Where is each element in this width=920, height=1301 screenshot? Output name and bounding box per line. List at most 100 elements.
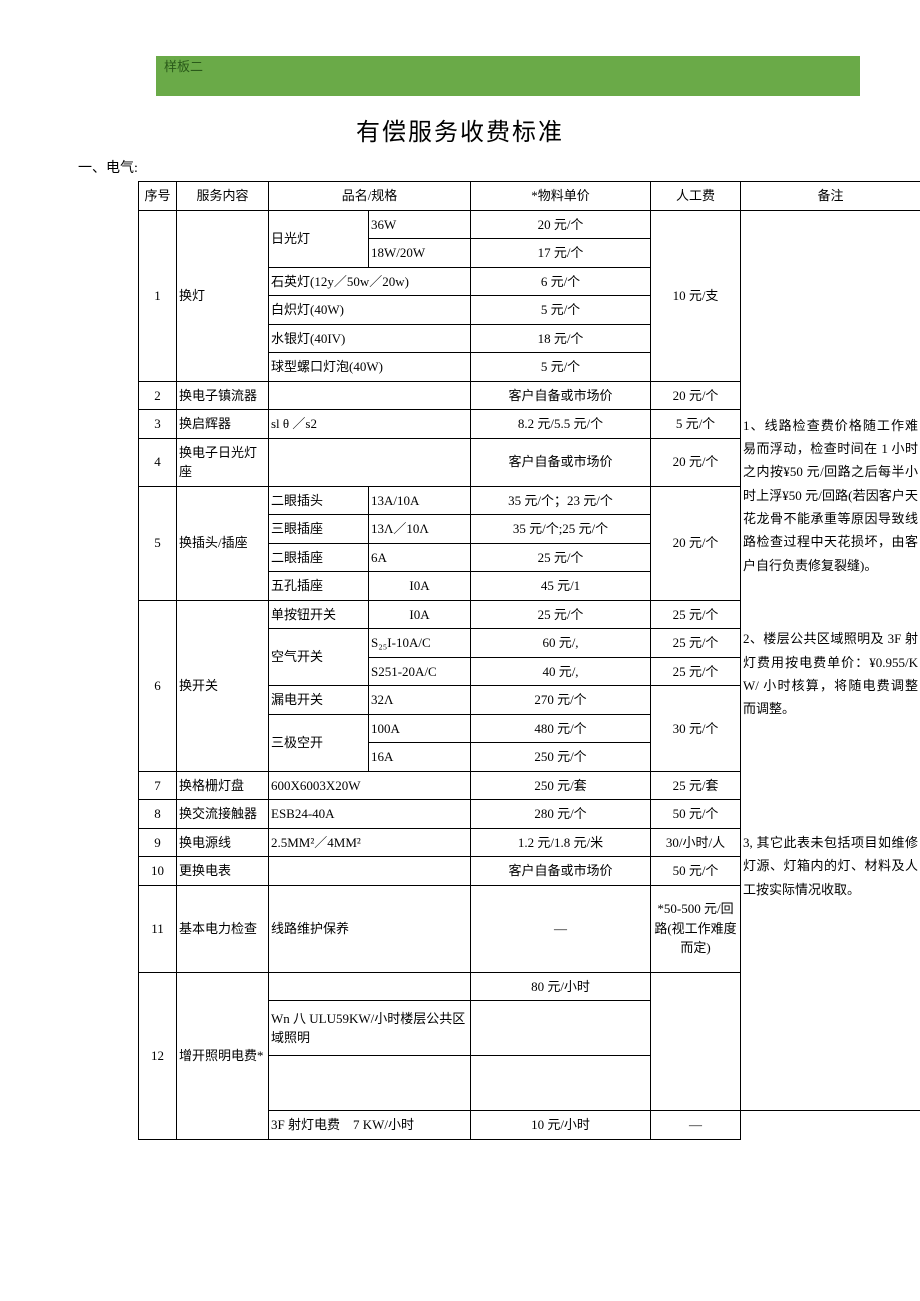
- section-heading: 一、电气:: [78, 157, 860, 177]
- cell-price: [471, 1001, 651, 1056]
- cell-svc: 基本电力检查: [177, 885, 269, 972]
- cell-name: 石英灯(12y／50w／20w): [269, 267, 471, 296]
- cell-idx: 3: [139, 410, 177, 439]
- cell-price: 5 元/个: [471, 296, 651, 325]
- cell-svc: 换电源线: [177, 828, 269, 857]
- cell-price: 45 元/1: [471, 572, 651, 601]
- template-banner: 样板二: [156, 56, 860, 96]
- col-note: 备注: [741, 182, 920, 211]
- cell-price: 280 元/个: [471, 800, 651, 829]
- cell-price: 60 元/,: [471, 629, 651, 658]
- cell-svc: 更换电表: [177, 857, 269, 886]
- cell-name: 水银灯(40IV): [269, 324, 471, 353]
- cell-name: 二眼插头: [269, 486, 369, 515]
- cell-name: 白炽灯(40W): [269, 296, 471, 325]
- cell-name: 二眼插座: [269, 543, 369, 572]
- col-service: 服务内容: [177, 182, 269, 211]
- cell-name: ESB24-40A: [269, 800, 471, 829]
- col-index: 序号: [139, 182, 177, 211]
- cell-idx: 7: [139, 771, 177, 800]
- cell-labor: 25 元/个: [651, 629, 741, 658]
- cell-name: 单按钮开关: [269, 600, 369, 629]
- cell-name: [269, 1056, 471, 1111]
- cell-idx: 5: [139, 486, 177, 600]
- cell-price: 270 元/个: [471, 686, 651, 715]
- cell-price: 25 元/个: [471, 543, 651, 572]
- cell-name: 球型螺口灯泡(40W): [269, 353, 471, 382]
- cell-labor: 30 元/个: [651, 686, 741, 772]
- cell-price: 80 元/小时: [471, 972, 651, 1001]
- cell-idx: 12: [139, 972, 177, 1139]
- cell-price: 250 元/个: [471, 743, 651, 772]
- cell-spec: 13Λ／10Λ: [369, 515, 471, 544]
- cell-name: 600X6003X20W: [269, 771, 471, 800]
- cell-svc: 换插头/插座: [177, 486, 269, 600]
- cell-name: [269, 438, 471, 486]
- cell-idx: 4: [139, 438, 177, 486]
- cell-labor: 50 元/个: [651, 857, 741, 886]
- cell-labor: *50-500 元/回路(视工作难度而定): [651, 885, 741, 972]
- note-3: 3, 其它此表未包括项目如维修灯源、灯箱内的灯、材料及人工按实际情况收取。: [743, 831, 918, 901]
- cell-svc: 增开照明电费*: [177, 972, 269, 1139]
- cell-spec: S₂₅I-10A/C: [369, 629, 471, 658]
- cell-name: Wn 八 ULU59KW/小时楼层公共区域照明: [269, 1001, 471, 1056]
- cell-price: [471, 1056, 651, 1111]
- cell-idx: 10: [139, 857, 177, 886]
- cell-spec: I0A: [369, 572, 471, 601]
- cell-price: 6 元/个: [471, 267, 651, 296]
- col-labor: 人工费: [651, 182, 741, 211]
- cell-price: 480 元/个: [471, 714, 651, 743]
- col-name: 品名/规格: [269, 182, 471, 211]
- cell-spec: 100A: [369, 714, 471, 743]
- cell-price: 25 元/个: [471, 600, 651, 629]
- cell-idx: 6: [139, 600, 177, 771]
- cell-name: [269, 972, 471, 1001]
- cell-svc: 换启辉器: [177, 410, 269, 439]
- cell-name: sl θ ／s2: [269, 410, 471, 439]
- cell-labor: 5 元/个: [651, 410, 741, 439]
- cell-name: 3F 射灯电费 7 KW/小时: [269, 1111, 471, 1140]
- cell-name: 线路维护保养: [269, 885, 471, 972]
- note-1: 1、线路检查费价格随工作难易而浮动，检查时间在 1 小时之内按¥50 元/回路之…: [743, 414, 918, 578]
- cell-name: 漏电开关: [269, 686, 369, 715]
- cell-price: 8.2 元/5.5 元/个: [471, 410, 651, 439]
- cell-svc: 换交流接触器: [177, 800, 269, 829]
- cell-labor: 25 元/个: [651, 600, 741, 629]
- cell-price: 35 元/个;25 元/个: [471, 515, 651, 544]
- cell-labor: 25 元/套: [651, 771, 741, 800]
- col-price: *物料单价: [471, 182, 651, 211]
- page-title: 有偿服务收费标准: [60, 112, 860, 147]
- cell-spec: 16A: [369, 743, 471, 772]
- cell-price: 250 元/套: [471, 771, 651, 800]
- table-row: 1 换灯 日光灯 36W 20 元/个 10 元/支 1、线路检查费价格随工作难…: [139, 210, 920, 239]
- cell-svc: 换格栅灯盘: [177, 771, 269, 800]
- cell-svc: 换电子日光灯座: [177, 438, 269, 486]
- cell-price: 20 元/个: [471, 210, 651, 239]
- cell-labor: [651, 972, 741, 1111]
- cell-svc: 换开关: [177, 600, 269, 771]
- cell-idx: 11: [139, 885, 177, 972]
- cell-name: 五孔插座: [269, 572, 369, 601]
- cell-price: 客户自备或市场价: [471, 438, 651, 486]
- cell-price: 客户自备或市场价: [471, 381, 651, 410]
- note-2: 2、楼层公共区域照明及 3F 射灯费用按电费单价：¥0.955/KW/ 小时核算…: [743, 627, 918, 721]
- cell-price: —: [471, 885, 651, 972]
- cell-name: 三眼插座: [269, 515, 369, 544]
- cell-labor: 25 元/个: [651, 657, 741, 686]
- cell-labor: 10 元/支: [651, 210, 741, 381]
- cell-name: 2.5MM²／4MM²: [269, 828, 471, 857]
- cell-notes: 1、线路检查费价格随工作难易而浮动，检查时间在 1 小时之内按¥50 元/回路之…: [741, 210, 920, 1111]
- cell-labor: —: [651, 1111, 741, 1140]
- cell-price: 40 元/,: [471, 657, 651, 686]
- cell-idx: 9: [139, 828, 177, 857]
- cell-price: 1.2 元/1.8 元/米: [471, 828, 651, 857]
- cell-name: [269, 381, 471, 410]
- cell-spec: 32Λ: [369, 686, 471, 715]
- cell-svc: 换灯: [177, 210, 269, 381]
- cell-spec: 36W: [369, 210, 471, 239]
- cell-price: 18 元/个: [471, 324, 651, 353]
- cell-spec: 18W/20W: [369, 239, 471, 268]
- cell-price: 17 元/个: [471, 239, 651, 268]
- cell-idx: 2: [139, 381, 177, 410]
- cell-price: 35 元/个；23 元/个: [471, 486, 651, 515]
